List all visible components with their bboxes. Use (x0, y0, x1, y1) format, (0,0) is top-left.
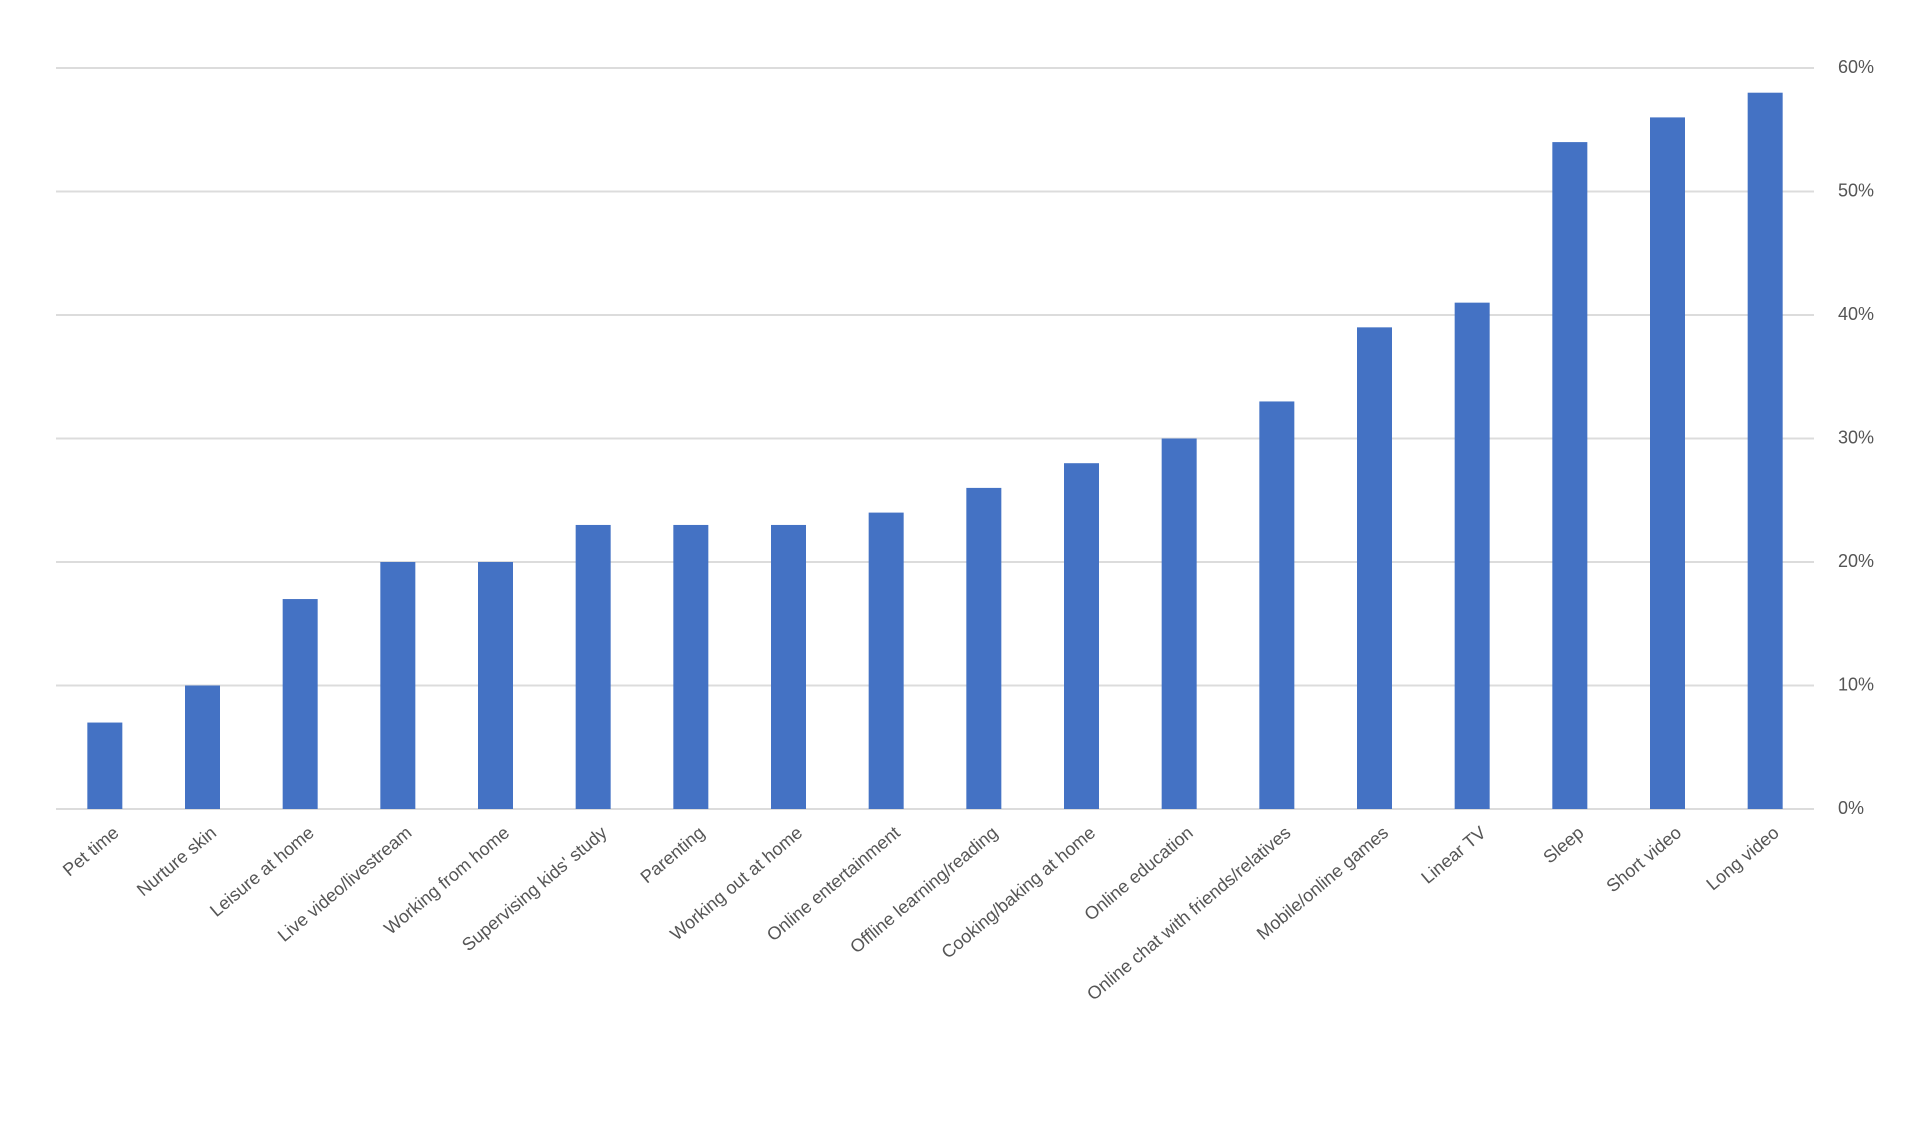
bar (1747, 92, 1783, 809)
x-tick-label: Sleep (1539, 822, 1587, 867)
x-tick-label: Parenting (637, 822, 709, 887)
x-tick-label: Linear TV (1417, 822, 1489, 887)
y-tick-label: 10% (1838, 674, 1874, 694)
bar (1064, 463, 1099, 809)
bar (1552, 142, 1588, 810)
bar (478, 562, 513, 809)
y-tick-label: 30% (1838, 427, 1874, 447)
bar (1454, 302, 1490, 809)
bar (771, 524, 806, 809)
y-tick-label: 60% (1838, 57, 1874, 77)
x-tick-label: Cooking/baking at home (938, 822, 1100, 962)
bar (1357, 327, 1392, 809)
bar (185, 685, 220, 809)
bar (87, 722, 123, 809)
y-tick-label: 20% (1838, 551, 1874, 571)
bar (868, 512, 904, 809)
bar (575, 524, 611, 809)
bar (1259, 401, 1295, 809)
bar (673, 524, 709, 809)
bar (380, 562, 416, 809)
bar (1650, 117, 1685, 809)
y-tick-label: 0% (1838, 798, 1864, 818)
x-tick-label: Leisure at home (206, 822, 318, 920)
bar (1161, 438, 1197, 809)
x-tick-label: Short video (1603, 822, 1686, 896)
x-tick-label: Long video (1702, 822, 1782, 894)
bar (282, 599, 318, 809)
x-tick-label: Online chat with friends/relatives (1083, 822, 1294, 1004)
x-tick-label: Pet time (59, 822, 122, 880)
x-tick-label: Nurture skin (133, 822, 220, 900)
y-tick-label: 40% (1838, 304, 1874, 324)
y-tick-label: 50% (1838, 180, 1874, 200)
bar (966, 487, 1002, 809)
